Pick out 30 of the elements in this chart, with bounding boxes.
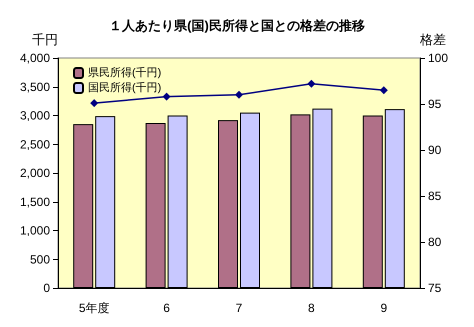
y-tick-label: 0 [43, 281, 50, 295]
x-tick-label: 7 [236, 301, 243, 315]
x-tick-label: 6 [163, 301, 170, 315]
point [307, 80, 316, 88]
x-tick-label: 8 [308, 301, 316, 315]
y2-tick-label: 85 [428, 189, 442, 203]
y-axis-title: 千円 [32, 32, 58, 47]
y-tick-label: 4,000 [20, 51, 50, 65]
y2-tick-label: 80 [428, 235, 442, 249]
y-tick-label: 3,500 [20, 80, 50, 94]
legend-label: 県民所得(千円) [88, 66, 162, 79]
y2-tick-label: 100 [428, 51, 448, 65]
point [380, 86, 388, 94]
point [162, 92, 171, 101]
x-tick-label: 9 [380, 301, 388, 315]
y-tick-label: 500 [30, 252, 50, 266]
y-tick-label: 3,000 [20, 108, 50, 122]
chart-title: １人あたり県(国)民所得と国との格差の推移 [109, 18, 365, 33]
y-tick-label: 2,000 [20, 166, 50, 180]
y2-tick-label: 75 [428, 281, 442, 295]
y2-tick-label: 95 [428, 97, 442, 111]
point [90, 99, 98, 108]
y-tick-label: 1,000 [20, 224, 50, 238]
y2-tick-label: 90 [428, 143, 442, 157]
point [235, 90, 243, 99]
y2-axis-title: 格差 [419, 32, 446, 47]
x-tick-label: 5年度 [78, 301, 110, 315]
y-tick-label: 2,500 [20, 137, 50, 152]
y-tick-label: 1,500 [20, 194, 50, 209]
legend-label: 国民所得(千円) [88, 81, 162, 94]
